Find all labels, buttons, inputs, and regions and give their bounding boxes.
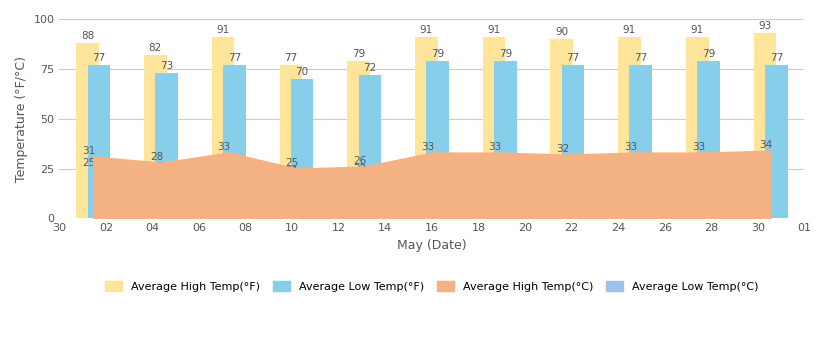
Bar bbox=[347, 61, 370, 218]
Bar bbox=[765, 65, 788, 218]
Bar bbox=[415, 37, 437, 218]
Text: 33: 33 bbox=[691, 142, 705, 152]
Text: 90: 90 bbox=[555, 28, 569, 37]
Text: 25: 25 bbox=[286, 157, 299, 168]
Text: 77: 77 bbox=[284, 53, 297, 63]
Bar bbox=[618, 37, 641, 218]
Bar bbox=[76, 43, 99, 218]
Text: 91: 91 bbox=[487, 25, 500, 35]
Text: 91: 91 bbox=[217, 25, 230, 35]
Text: 88: 88 bbox=[81, 31, 95, 41]
Bar bbox=[155, 73, 178, 218]
Text: 79: 79 bbox=[702, 49, 715, 59]
Text: 25: 25 bbox=[217, 157, 231, 168]
Bar bbox=[427, 61, 449, 218]
Text: 28: 28 bbox=[150, 152, 164, 161]
Bar bbox=[550, 39, 573, 218]
Text: 91: 91 bbox=[420, 25, 433, 35]
Text: 72: 72 bbox=[364, 63, 377, 73]
Text: 33: 33 bbox=[421, 142, 434, 152]
Text: 21: 21 bbox=[286, 165, 299, 176]
Text: 32: 32 bbox=[556, 144, 569, 153]
Text: 77: 77 bbox=[227, 53, 241, 63]
Text: 91: 91 bbox=[622, 25, 636, 35]
Text: 79: 79 bbox=[431, 49, 444, 59]
Text: 25: 25 bbox=[82, 157, 95, 168]
Bar bbox=[494, 61, 516, 218]
Text: 79: 79 bbox=[499, 49, 512, 59]
Text: 77: 77 bbox=[634, 53, 647, 63]
Text: 25: 25 bbox=[556, 157, 569, 168]
Bar bbox=[562, 65, 584, 218]
Bar bbox=[290, 79, 314, 218]
Text: 73: 73 bbox=[160, 61, 173, 71]
Text: 34: 34 bbox=[759, 140, 773, 150]
Text: 25: 25 bbox=[759, 157, 773, 168]
Text: 79: 79 bbox=[352, 49, 365, 59]
Text: 25: 25 bbox=[624, 157, 637, 168]
Text: 33: 33 bbox=[489, 142, 502, 152]
Text: 93: 93 bbox=[759, 21, 772, 31]
Bar bbox=[212, 37, 234, 218]
Text: 26: 26 bbox=[421, 156, 434, 165]
Legend: Average High Temp(°F), Average Low Temp(°F), Average High Temp(°C), Average Low : Average High Temp(°F), Average Low Temp(… bbox=[100, 276, 764, 298]
Text: 33: 33 bbox=[217, 142, 231, 152]
Bar bbox=[280, 65, 302, 218]
Y-axis label: Temperature (°F/°C): Temperature (°F/°C) bbox=[15, 56, 28, 182]
Bar bbox=[686, 37, 709, 218]
Bar bbox=[697, 61, 720, 218]
Text: 26: 26 bbox=[489, 156, 502, 165]
Text: 22: 22 bbox=[353, 164, 366, 173]
Text: 26: 26 bbox=[691, 156, 705, 165]
Text: 91: 91 bbox=[691, 25, 704, 35]
Text: 77: 77 bbox=[92, 53, 105, 63]
Text: 33: 33 bbox=[624, 142, 637, 152]
Text: 77: 77 bbox=[566, 53, 579, 63]
Text: 70: 70 bbox=[295, 67, 309, 77]
X-axis label: May (Date): May (Date) bbox=[397, 239, 466, 252]
Bar bbox=[359, 75, 381, 218]
Bar bbox=[223, 65, 246, 218]
Bar bbox=[144, 55, 167, 218]
Text: 82: 82 bbox=[149, 43, 162, 53]
Text: 23: 23 bbox=[150, 161, 164, 172]
Bar bbox=[88, 65, 110, 218]
Text: 31: 31 bbox=[82, 146, 95, 156]
Bar bbox=[629, 65, 652, 218]
Text: 77: 77 bbox=[769, 53, 783, 63]
Text: 26: 26 bbox=[353, 156, 366, 165]
Bar bbox=[483, 37, 505, 218]
Bar bbox=[754, 33, 776, 218]
